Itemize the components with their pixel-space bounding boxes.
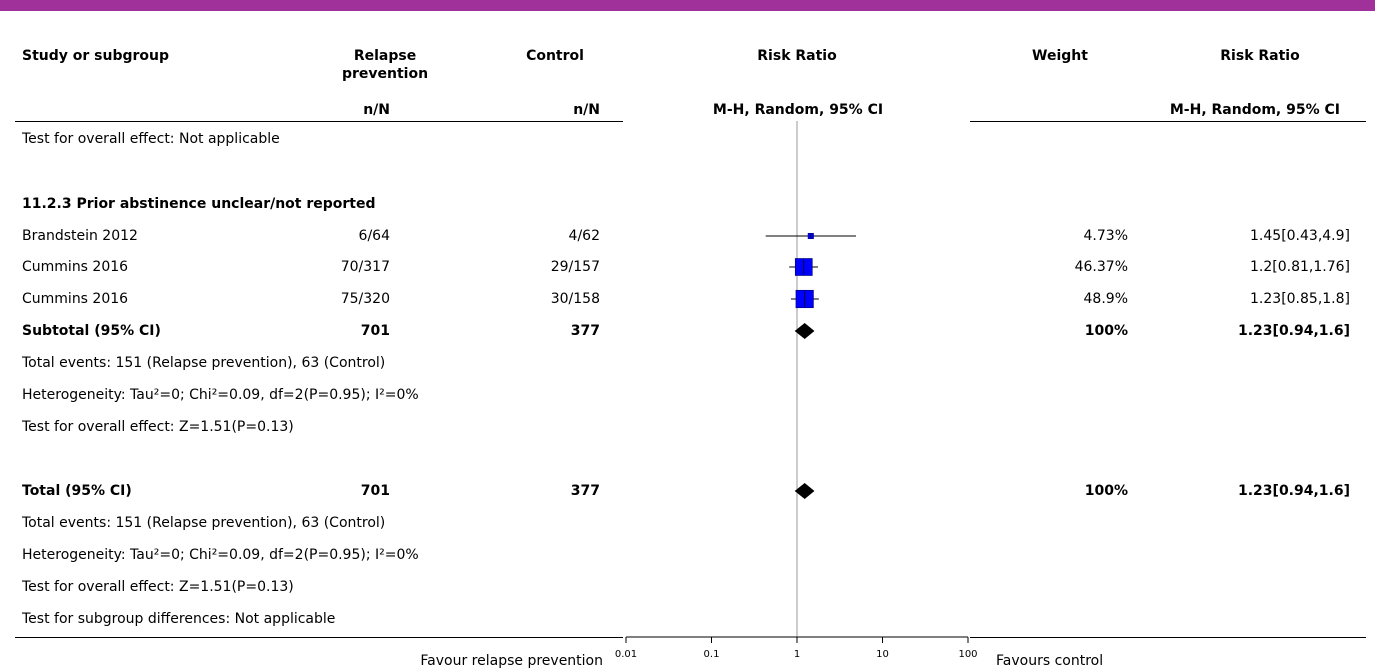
effect-square bbox=[807, 232, 814, 240]
header-rule-left bbox=[15, 121, 623, 122]
subtotal-ctrl: 377 bbox=[570, 323, 600, 339]
bottom-rule-left bbox=[15, 637, 623, 638]
study-exp: 70/317 bbox=[340, 259, 390, 275]
header-control: Control bbox=[526, 48, 584, 64]
study-name: Cummins 2016 bbox=[22, 291, 129, 307]
study-ctrl: 4/62 bbox=[568, 228, 600, 244]
x-tick-label: 1 bbox=[794, 649, 800, 660]
study-ci: 1.2[0.81,1.76] bbox=[1250, 259, 1350, 275]
bottom-rule-right bbox=[970, 637, 1366, 638]
study-weight: 4.73% bbox=[1083, 228, 1128, 244]
header-rule-right bbox=[970, 121, 1366, 122]
subgroup-heterogeneity: Heterogeneity: Tau²=0; Chi²=0.09, df=2(P… bbox=[22, 387, 419, 403]
header-weight: Weight bbox=[1032, 48, 1088, 64]
effect-square bbox=[795, 289, 814, 309]
study-exp: 75/320 bbox=[340, 291, 390, 307]
study-exp: 6/64 bbox=[358, 228, 390, 244]
subgroup-overall-effect: Test for overall effect: Z=1.51(P=0.13) bbox=[22, 419, 294, 435]
total-ci: 1.23[0.94,1.6] bbox=[1238, 483, 1350, 499]
header-experimental-line2: prevention bbox=[341, 66, 429, 82]
x-tick-label: 0.01 bbox=[615, 649, 637, 660]
header-risk-ratio: Risk Ratio bbox=[1220, 48, 1300, 64]
study-ci: 1.45[0.43,4.9] bbox=[1250, 228, 1350, 244]
subtotal-exp: 701 bbox=[360, 323, 390, 339]
top-accent-bar bbox=[0, 0, 1375, 11]
subtotal-label: Subtotal (95% CI) bbox=[22, 323, 161, 339]
header-rr2-method: M-H, Random, 95% CI bbox=[1169, 102, 1340, 118]
header-rr-method: M-H, Random, 95% CI bbox=[712, 102, 884, 118]
subgroup-differences: Test for subgroup differences: Not appli… bbox=[22, 611, 336, 627]
total-weight: 100% bbox=[1084, 483, 1128, 499]
x-tick-label: 0.1 bbox=[704, 649, 720, 660]
total-exp: 701 bbox=[360, 483, 390, 499]
total-overall-effect: Test for overall effect: Z=1.51(P=0.13) bbox=[22, 579, 294, 595]
header-risk-ratio-plot: Risk Ratio bbox=[757, 48, 837, 64]
study-weight: 48.9% bbox=[1083, 291, 1128, 307]
subgroup-total-events: Total events: 151 (Relapse prevention), … bbox=[22, 355, 386, 371]
total-heterogeneity: Heterogeneity: Tau²=0; Chi²=0.09, df=2(P… bbox=[22, 547, 419, 563]
study-ci: 1.23[0.85,1.8] bbox=[1250, 291, 1350, 307]
header-experimental-nN: n/N bbox=[363, 102, 390, 118]
total-events: Total events: 151 (Relapse prevention), … bbox=[22, 515, 386, 531]
total-diamond bbox=[794, 483, 815, 499]
header-study: Study or subgroup bbox=[22, 48, 170, 64]
subtotal-ci: 1.23[0.94,1.6] bbox=[1238, 323, 1350, 339]
header-control-nN: n/N bbox=[573, 102, 600, 118]
study-name: Cummins 2016 bbox=[22, 259, 129, 275]
study-weight: 46.37% bbox=[1074, 259, 1128, 275]
study-name: Brandstein 2012 bbox=[22, 228, 138, 244]
favours-left-label: Favour relapse prevention bbox=[420, 653, 603, 669]
x-tick-label: 10 bbox=[876, 649, 889, 660]
subtotal-weight: 100% bbox=[1084, 323, 1128, 339]
total-ctrl: 377 bbox=[570, 483, 600, 499]
header-experimental-line1: Relapse bbox=[353, 48, 417, 64]
overall-effect-note: Test for overall effect: Not applicable bbox=[22, 131, 280, 147]
subtotal-diamond bbox=[794, 323, 815, 339]
study-ctrl: 29/157 bbox=[550, 259, 600, 275]
effect-square bbox=[794, 258, 813, 276]
x-tick-label: 100 bbox=[958, 649, 977, 660]
subgroup-title: 11.2.3 Prior abstinence unclear/not repo… bbox=[22, 196, 376, 212]
favours-right-label: Favours control bbox=[996, 653, 1104, 669]
study-ctrl: 30/158 bbox=[550, 291, 600, 307]
total-label: Total (95% CI) bbox=[22, 483, 132, 499]
